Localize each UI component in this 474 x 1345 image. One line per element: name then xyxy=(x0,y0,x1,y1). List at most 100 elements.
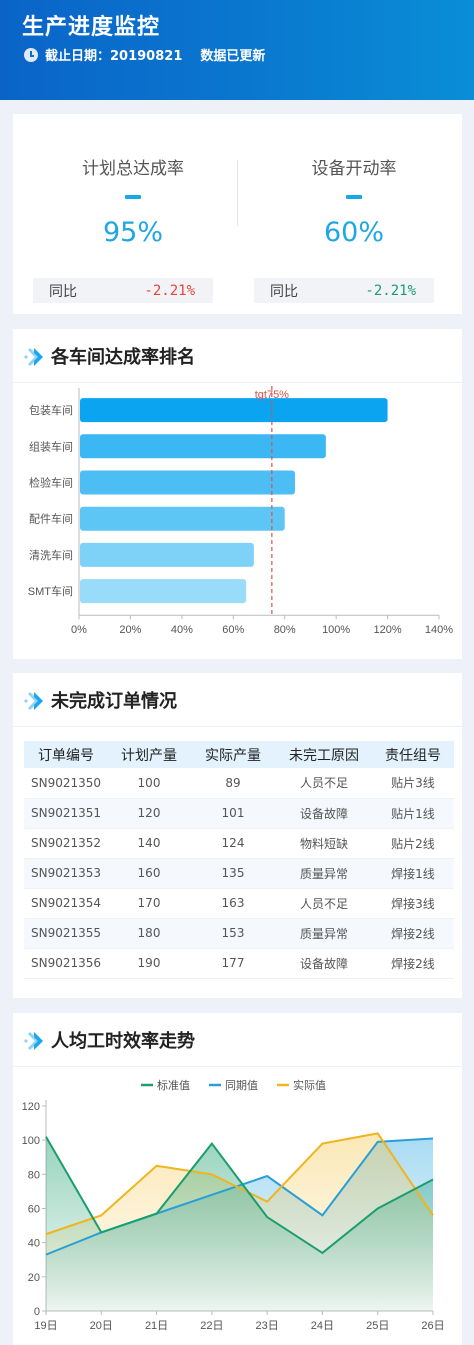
legend-label: 同期值 xyxy=(225,1079,258,1092)
table-cell: 贴片1线 xyxy=(372,798,454,829)
ranking-card: 各车间达成率排名 包装车间 组装车间 检验车间 配件车间 清洗车间 SMT车间 0% 20% 4… xyxy=(13,329,462,659)
x-tick-label: 0% xyxy=(71,624,87,636)
x-tick-label: 22日 xyxy=(200,1320,223,1332)
table-cell: 设备故障 xyxy=(276,948,372,979)
target-label: tgt75% xyxy=(255,389,289,401)
series-line xyxy=(45,1132,434,1236)
table-cell: 质量异常 xyxy=(276,858,372,889)
table-row: SN9021355 180 153 质量异常 焊接2线 xyxy=(24,918,454,949)
bar xyxy=(80,506,285,531)
x-tick-label: 40% xyxy=(171,624,193,636)
table-cell: 焊接2线 xyxy=(372,918,454,949)
kpi-value: 95% xyxy=(102,217,163,248)
table-cell: 135 xyxy=(190,858,276,889)
kpi-value: 60% xyxy=(323,217,384,248)
kpi-equipment-rate: 设备开动率 60% 同比 -2.21% xyxy=(254,114,454,303)
table-cell: 177 xyxy=(190,948,276,979)
page-title: 生产进度监控 xyxy=(22,15,161,40)
bar xyxy=(80,470,295,495)
section-title: 各车间达成率排名 xyxy=(51,347,195,368)
trend-chart: 0 20 40 60 80 100 120 19日 20日 21日 22日 23日 24日 25日 26日 标… xyxy=(22,1078,445,1332)
column-header: 实际产量 xyxy=(190,741,276,768)
kpi-plan-rate: 计划总达成率 95% 同比 -2.21% xyxy=(33,114,233,303)
section-header: 未完成订单情况 xyxy=(13,673,462,727)
column-header: 责任组号 xyxy=(372,741,454,768)
section-title: 人均工时效率走势 xyxy=(51,1031,195,1052)
bar xyxy=(80,398,388,423)
table-cell: 设备故障 xyxy=(276,798,372,829)
section-header: 各车间达成率排名 xyxy=(13,329,462,383)
category-label: SMT车间 xyxy=(28,584,73,598)
table-cell: 贴片2线 xyxy=(372,828,454,859)
table-cell: 101 xyxy=(190,798,276,829)
compare-value: -2.21% xyxy=(365,282,416,299)
table-cell: 120 xyxy=(108,798,190,829)
legend-label: 实际值 xyxy=(293,1078,326,1092)
x-tick-label: 20日 xyxy=(90,1320,113,1332)
legend-label: 标准值 xyxy=(157,1078,190,1092)
table-cell: 物料短缺 xyxy=(276,828,372,859)
series-line xyxy=(45,1136,434,1255)
kpi-dash xyxy=(125,195,141,199)
table-cell: 170 xyxy=(108,888,190,919)
orders-table: 订单编号 计划产量 实际产量 未完工原因 责任组号 SN9021350 100 89… xyxy=(24,741,454,979)
table-row: SN9021352 140 124 物料短缺 贴片2线 xyxy=(24,828,454,859)
table-cell: 质量异常 xyxy=(276,918,372,949)
update-status: 数据已更新 xyxy=(200,49,266,64)
table-cell: SN9021356 xyxy=(24,948,108,979)
clock-icon xyxy=(24,47,38,62)
double-chevron-icon xyxy=(24,691,43,711)
table-cell: 人员不足 xyxy=(276,888,372,919)
table-cell: 190 xyxy=(108,948,190,979)
x-tick-label: 21日 xyxy=(145,1320,168,1332)
y-tick-label: 80 xyxy=(28,1169,40,1181)
y-tick-label: 20 xyxy=(28,1272,40,1284)
series-area xyxy=(46,1136,433,1311)
x-tick-label: 19日 xyxy=(34,1320,57,1332)
table-cell: 人员不足 xyxy=(276,768,372,799)
y-tick-label: 100 xyxy=(22,1135,40,1147)
table-cell: SN9021352 xyxy=(24,828,108,859)
table-cell: SN9021353 xyxy=(24,858,108,889)
kpi-dash xyxy=(346,195,362,199)
x-tick-label: 120% xyxy=(374,624,402,636)
table-cell: 焊接3线 xyxy=(372,888,454,919)
x-tick-label: 25日 xyxy=(366,1320,389,1332)
table-row: SN9021353 160 135 质量异常 焊接1线 xyxy=(24,858,454,889)
kpi-title: 计划总达成率 xyxy=(82,159,184,179)
table-row: SN9021354 170 163 人员不足 焊接3线 xyxy=(24,888,454,919)
table-cell: 焊接1线 xyxy=(372,858,454,889)
category-label: 配件车间 xyxy=(29,512,73,526)
x-tick-label: 26日 xyxy=(421,1320,444,1332)
y-tick-label: 60 xyxy=(28,1204,40,1216)
page-header: 生产进度监控 截止日期：20190821 数据已更新 xyxy=(0,0,474,100)
x-tick-label: 23日 xyxy=(256,1320,279,1332)
category-label: 检验车间 xyxy=(29,476,73,490)
column-header: 计划产量 xyxy=(108,741,190,768)
bar xyxy=(80,542,254,567)
table-cell: SN9021351 xyxy=(24,798,108,829)
x-tick-label: 80% xyxy=(274,624,296,636)
table-cell: 140 xyxy=(108,828,190,859)
table-row: SN9021356 190 177 设备故障 焊接2线 xyxy=(24,948,454,979)
category-label: 清洗车间 xyxy=(29,548,73,562)
cutoff-date: 截止日期：20190821 xyxy=(45,49,183,64)
compare-label: 同比 xyxy=(49,283,77,300)
section-title: 未完成订单情况 xyxy=(51,691,177,712)
table-cell: SN9021350 xyxy=(24,768,108,799)
kpi-compare: 同比 -2.21% xyxy=(254,278,434,303)
kpi-divider xyxy=(237,160,238,226)
x-tick-label: 140% xyxy=(425,624,453,636)
kpi-title: 设备开动率 xyxy=(311,159,397,179)
bar xyxy=(80,434,326,459)
x-tick-label: 100% xyxy=(322,624,350,636)
table-cell: 贴片3线 xyxy=(372,768,454,799)
table-cell: SN9021354 xyxy=(24,888,108,919)
table-cell: 180 xyxy=(108,918,190,949)
category-label: 组装车间 xyxy=(29,439,73,453)
table-cell: 124 xyxy=(190,828,276,859)
kpi-compare: 同比 -2.21% xyxy=(33,278,213,303)
double-chevron-icon xyxy=(24,347,43,367)
x-tick-label: 60% xyxy=(222,624,244,636)
